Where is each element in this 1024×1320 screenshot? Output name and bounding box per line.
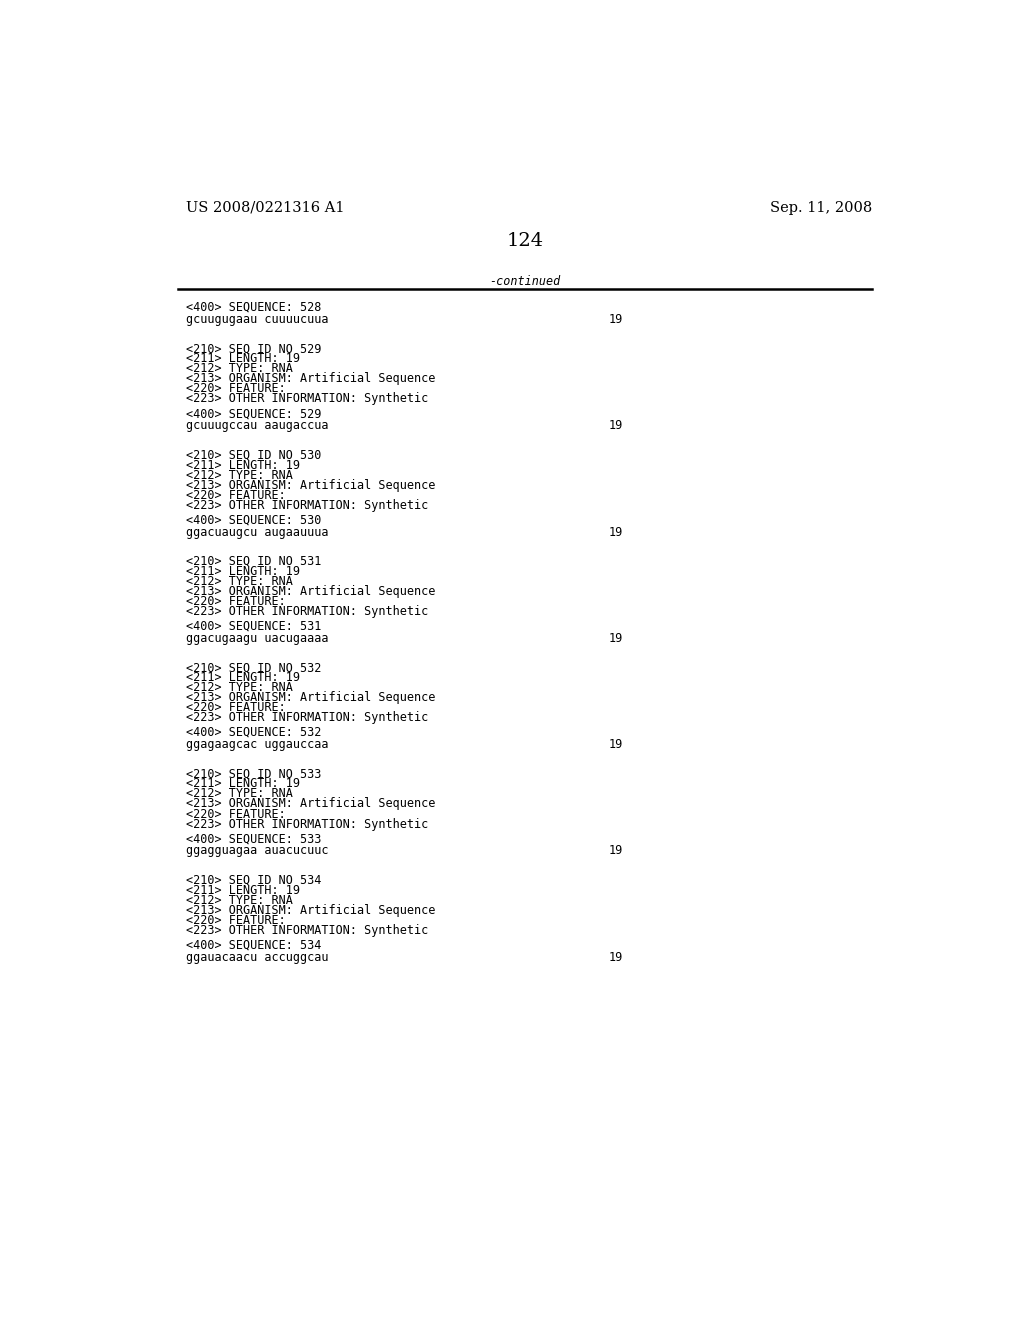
Text: 19: 19 [608,525,623,539]
Text: <220> FEATURE:: <220> FEATURE: [186,701,286,714]
Text: <212> TYPE: RNA: <212> TYPE: RNA [186,788,293,800]
Text: 19: 19 [608,950,623,964]
Text: <213> ORGANISM: Artificial Sequence: <213> ORGANISM: Artificial Sequence [186,797,435,810]
Text: <211> LENGTH: 19: <211> LENGTH: 19 [186,777,300,791]
Text: <400> SEQUENCE: 530: <400> SEQUENCE: 530 [186,513,322,527]
Text: <212> TYPE: RNA: <212> TYPE: RNA [186,681,293,694]
Text: <223> OTHER INFORMATION: Synthetic: <223> OTHER INFORMATION: Synthetic [186,499,428,512]
Text: ggagguagaa auacucuuc: ggagguagaa auacucuuc [186,845,329,858]
Text: <223> OTHER INFORMATION: Synthetic: <223> OTHER INFORMATION: Synthetic [186,392,428,405]
Text: 124: 124 [506,231,544,249]
Text: ggacugaagu uacugaaaa: ggacugaagu uacugaaaa [186,632,329,645]
Text: 19: 19 [608,845,623,858]
Text: <212> TYPE: RNA: <212> TYPE: RNA [186,894,293,907]
Text: 19: 19 [608,632,623,645]
Text: <213> ORGANISM: Artificial Sequence: <213> ORGANISM: Artificial Sequence [186,585,435,598]
Text: <212> TYPE: RNA: <212> TYPE: RNA [186,363,293,375]
Text: <210> SEQ ID NO 534: <210> SEQ ID NO 534 [186,874,322,887]
Text: <211> LENGTH: 19: <211> LENGTH: 19 [186,671,300,684]
Text: 19: 19 [608,738,623,751]
Text: <211> LENGTH: 19: <211> LENGTH: 19 [186,565,300,578]
Text: <210> SEQ ID NO 530: <210> SEQ ID NO 530 [186,449,322,462]
Text: gcuugugaau cuuuucuua: gcuugugaau cuuuucuua [186,313,329,326]
Text: <223> OTHER INFORMATION: Synthetic: <223> OTHER INFORMATION: Synthetic [186,924,428,937]
Text: <220> FEATURE:: <220> FEATURE: [186,808,286,821]
Text: ggagaagcac uggauccaa: ggagaagcac uggauccaa [186,738,329,751]
Text: Sep. 11, 2008: Sep. 11, 2008 [770,201,872,215]
Text: ggacuaugcu augaauuua: ggacuaugcu augaauuua [186,525,329,539]
Text: <400> SEQUENCE: 534: <400> SEQUENCE: 534 [186,939,322,952]
Text: US 2008/0221316 A1: US 2008/0221316 A1 [186,201,345,215]
Text: -continued: -continued [489,276,560,289]
Text: <223> OTHER INFORMATION: Synthetic: <223> OTHER INFORMATION: Synthetic [186,711,428,725]
Text: ggauacaacu accuggcau: ggauacaacu accuggcau [186,950,329,964]
Text: <213> ORGANISM: Artificial Sequence: <213> ORGANISM: Artificial Sequence [186,904,435,917]
Text: <210> SEQ ID NO 529: <210> SEQ ID NO 529 [186,342,322,355]
Text: gcuuugccau aaugaccua: gcuuugccau aaugaccua [186,420,329,433]
Text: <400> SEQUENCE: 533: <400> SEQUENCE: 533 [186,832,322,845]
Text: <211> LENGTH: 19: <211> LENGTH: 19 [186,459,300,471]
Text: <213> ORGANISM: Artificial Sequence: <213> ORGANISM: Artificial Sequence [186,692,435,705]
Text: <210> SEQ ID NO 531: <210> SEQ ID NO 531 [186,554,322,568]
Text: <213> ORGANISM: Artificial Sequence: <213> ORGANISM: Artificial Sequence [186,479,435,492]
Text: <210> SEQ ID NO 533: <210> SEQ ID NO 533 [186,767,322,780]
Text: <223> OTHER INFORMATION: Synthetic: <223> OTHER INFORMATION: Synthetic [186,605,428,618]
Text: <210> SEQ ID NO 532: <210> SEQ ID NO 532 [186,661,322,675]
Text: <400> SEQUENCE: 528: <400> SEQUENCE: 528 [186,301,322,314]
Text: <220> FEATURE:: <220> FEATURE: [186,595,286,609]
Text: <400> SEQUENCE: 532: <400> SEQUENCE: 532 [186,726,322,739]
Text: 19: 19 [608,420,623,433]
Text: <220> FEATURE:: <220> FEATURE: [186,913,286,927]
Text: <400> SEQUENCE: 529: <400> SEQUENCE: 529 [186,407,322,420]
Text: <211> LENGTH: 19: <211> LENGTH: 19 [186,352,300,366]
Text: <223> OTHER INFORMATION: Synthetic: <223> OTHER INFORMATION: Synthetic [186,817,428,830]
Text: <400> SEQUENCE: 531: <400> SEQUENCE: 531 [186,619,322,632]
Text: 19: 19 [608,313,623,326]
Text: <212> TYPE: RNA: <212> TYPE: RNA [186,576,293,587]
Text: <220> FEATURE:: <220> FEATURE: [186,488,286,502]
Text: <213> ORGANISM: Artificial Sequence: <213> ORGANISM: Artificial Sequence [186,372,435,385]
Text: <220> FEATURE:: <220> FEATURE: [186,383,286,396]
Text: <211> LENGTH: 19: <211> LENGTH: 19 [186,884,300,896]
Text: <212> TYPE: RNA: <212> TYPE: RNA [186,469,293,482]
